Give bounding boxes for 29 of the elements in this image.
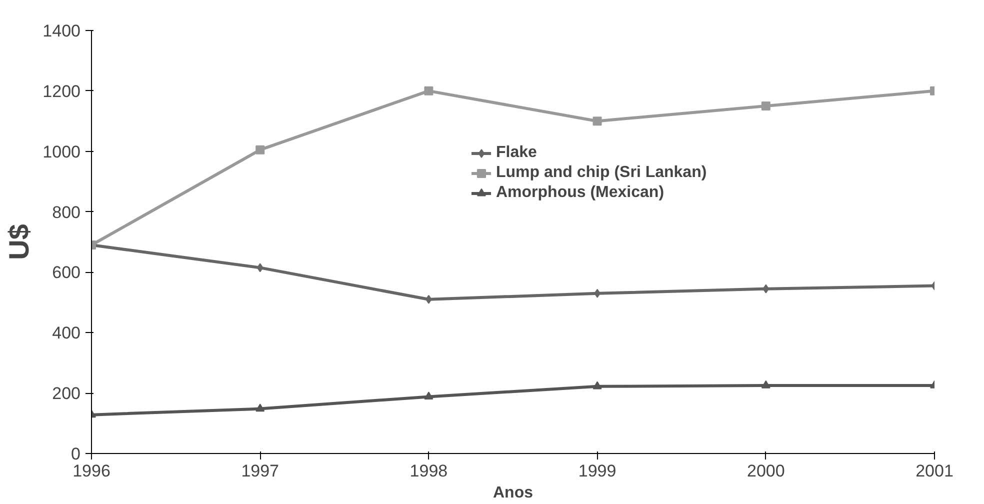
x-tick-label: 1997 [241,462,280,480]
y-tick-label: 0 [71,444,81,464]
y-tick-label: 1200 [42,82,81,101]
point [761,102,770,111]
x-tick-label: 1998 [410,462,448,480]
point [424,392,434,400]
legend-label: Flake [496,144,537,162]
x-tick-label: 2000 [746,462,785,480]
point [256,263,264,272]
y-tick-label: 1400 [42,22,81,40]
point [592,381,602,390]
point [592,116,602,126]
x-tick-label: 1999 [578,462,616,480]
y-tick-label: 1000 [42,142,81,162]
x-tick-label: 1996 [72,462,110,480]
y-tick-label: 800 [52,202,81,222]
point [256,145,265,154]
x-tick-label: 2001 [916,462,954,480]
point [424,86,434,96]
point [761,380,770,388]
legend-label: Amorphous (Mexican) [496,184,664,202]
legend-label: Lump and chip (Sri Lankan) [496,164,707,182]
x-axis-title: Anos [493,484,534,502]
point [256,404,265,412]
y-tick-label: 400 [52,324,81,343]
y-tick-label: 200 [52,384,81,404]
y-axis-title: U$ [4,224,35,260]
point [762,284,770,294]
y-tick-label: 600 [52,263,81,282]
